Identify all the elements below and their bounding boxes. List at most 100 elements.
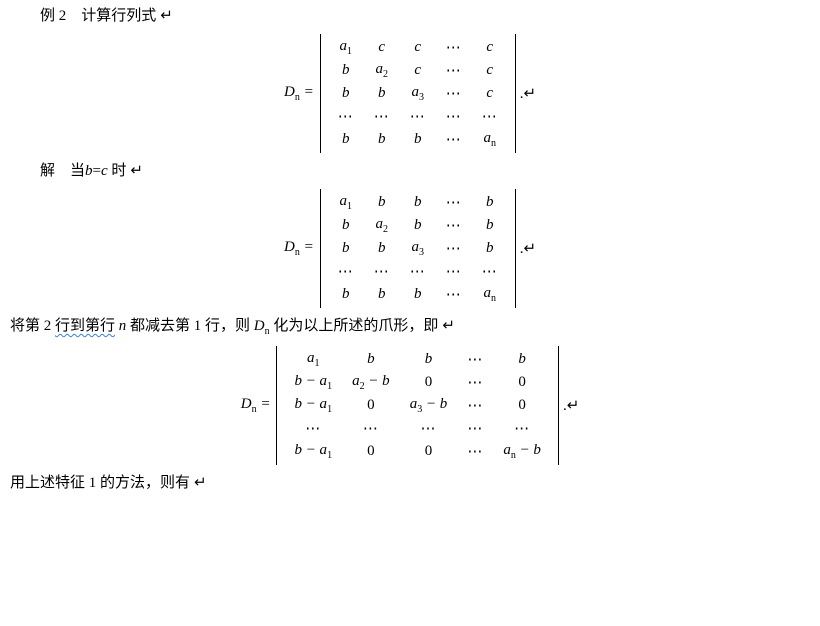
- det-cell: b: [400, 191, 436, 214]
- det-cell: ⋯: [457, 440, 493, 463]
- transform-line: 将第 2 行到第行 n 都减去第 1 行，则 Dn 化为以上所述的爪形，即↵: [10, 314, 780, 340]
- det-cell: ⋯: [284, 417, 342, 440]
- det-cell: ⋯: [436, 283, 472, 306]
- det-cell: b: [472, 214, 508, 237]
- det-cell: c: [400, 59, 436, 82]
- det-cell: ⋯: [436, 59, 472, 82]
- example-title-line: 例 2 计算行列式↵: [40, 4, 780, 28]
- equation-2: Dn = a1bb⋯bba2b⋯bbba3⋯b⋯⋯⋯⋯⋯bbb⋯an .↵: [40, 189, 780, 308]
- eq3-after: .↵: [563, 396, 579, 415]
- det-cell: 0: [493, 394, 551, 417]
- det-cell: b: [342, 348, 400, 371]
- t3d: 都减去第 1 行，则: [126, 318, 254, 334]
- det-cell: b: [400, 348, 458, 371]
- t3b-wavy: 行到第行: [55, 318, 115, 334]
- det-cell: ⋯: [436, 82, 472, 105]
- det-cell: ⋯: [328, 105, 364, 128]
- det-cell: b: [364, 237, 400, 260]
- t3e-D: D: [254, 318, 265, 334]
- var-b: b: [85, 163, 93, 179]
- eq1-arrow: ↵: [523, 86, 536, 102]
- eq3-arrow: ↵: [567, 398, 580, 414]
- det-cell: ⋯: [493, 417, 551, 440]
- det-cell: c: [472, 36, 508, 59]
- eq-equals: =: [300, 84, 314, 100]
- det3-table: a1bb⋯bb − a1a2 − b0⋯0b − a10a3 − b⋯0⋯⋯⋯⋯…: [284, 348, 551, 463]
- determinant-1: a1cc⋯cba2c⋯cbba3⋯c⋯⋯⋯⋯⋯bbb⋯an: [320, 34, 516, 153]
- det-cell: b: [364, 283, 400, 306]
- det-cell: c: [364, 36, 400, 59]
- eq2-equals: =: [300, 239, 314, 255]
- method-line: 用上述特征 1 的方法，则有↵: [10, 471, 780, 495]
- det-cell: a3: [400, 82, 436, 105]
- det-cell: ⋯: [436, 105, 472, 128]
- det-cell: b: [364, 128, 400, 151]
- det-cell: a2: [364, 59, 400, 82]
- det-cell: b − a1: [284, 394, 342, 417]
- det-cell: b: [472, 191, 508, 214]
- det-cell: ⋯: [328, 260, 364, 283]
- det-cell: a1: [284, 348, 342, 371]
- det-cell: a3: [400, 237, 436, 260]
- det-cell: 0: [342, 394, 400, 417]
- det-cell: an: [472, 128, 508, 151]
- det-cell: ⋯: [436, 36, 472, 59]
- eq1-after: .↵: [520, 84, 536, 103]
- det-cell: ⋯: [436, 214, 472, 237]
- equation-1: Dn = a1cc⋯cba2c⋯cbba3⋯c⋯⋯⋯⋯⋯bbb⋯an .↵: [40, 34, 780, 153]
- det-cell: b: [400, 283, 436, 306]
- det-cell: ⋯: [436, 191, 472, 214]
- det-cell: a2: [364, 214, 400, 237]
- equation-3: Dn = a1bb⋯bb − a1a2 − b0⋯0b − a10a3 − b⋯…: [40, 346, 780, 465]
- eq3-D: D: [241, 396, 252, 412]
- para-mark-2: ↵: [130, 163, 143, 179]
- det-cell: an: [472, 283, 508, 306]
- solution-line: 解 当b=c 时↵: [40, 159, 780, 183]
- det-cell: b: [328, 128, 364, 151]
- eq2-arrow: ↵: [523, 241, 536, 257]
- det-cell: b: [400, 128, 436, 151]
- det-cell: ⋯: [342, 417, 400, 440]
- method-text: 用上述特征 1 的方法，则有: [10, 475, 190, 491]
- det-cell: b: [364, 191, 400, 214]
- det-cell: ⋯: [472, 260, 508, 283]
- det-cell: ⋯: [457, 394, 493, 417]
- det-cell: a3 − b: [400, 394, 458, 417]
- determinant-2: a1bb⋯bba2b⋯bbba3⋯b⋯⋯⋯⋯⋯bbb⋯an: [320, 189, 516, 308]
- eq2-lhs: Dn =: [284, 239, 314, 258]
- equals-sign: =: [93, 163, 101, 179]
- para-mark: ↵: [160, 8, 173, 24]
- det-cell: ⋯: [400, 105, 436, 128]
- det-cell: b: [493, 348, 551, 371]
- det2-table: a1bb⋯bba2b⋯bbba3⋯b⋯⋯⋯⋯⋯bbb⋯an: [328, 191, 508, 306]
- eq2-after: .↵: [520, 239, 536, 258]
- var-c: c: [101, 163, 108, 179]
- para-mark-3: ↵: [442, 318, 455, 334]
- det-cell: c: [400, 36, 436, 59]
- det-cell: b − a1: [284, 440, 342, 463]
- eq3-lhs: Dn =: [241, 396, 271, 415]
- eq1-lhs: Dn =: [284, 84, 314, 103]
- det-cell: b: [328, 59, 364, 82]
- eq-D: D: [284, 84, 295, 100]
- det-cell: a2 − b: [342, 371, 400, 394]
- det-cell: ⋯: [472, 105, 508, 128]
- para-mark-4: ↵: [194, 475, 207, 491]
- det-cell: 0: [400, 371, 458, 394]
- eq2-D: D: [284, 239, 295, 255]
- det-cell: ⋯: [436, 260, 472, 283]
- document-page: 例 2 计算行列式↵ Dn = a1cc⋯cba2c⋯cbba3⋯c⋯⋯⋯⋯⋯b…: [0, 4, 820, 495]
- det-cell: ⋯: [364, 260, 400, 283]
- example-label: 例 2 计算行列式: [40, 8, 156, 24]
- det-cell: b: [328, 237, 364, 260]
- det-cell: b: [400, 214, 436, 237]
- det-cell: ⋯: [457, 348, 493, 371]
- det-cell: ⋯: [457, 417, 493, 440]
- det-cell: 0: [493, 371, 551, 394]
- det1-table: a1cc⋯cba2c⋯cbba3⋯c⋯⋯⋯⋯⋯bbb⋯an: [328, 36, 508, 151]
- det-cell: ⋯: [400, 260, 436, 283]
- t3a: 将第 2: [10, 318, 55, 334]
- determinant-3: a1bb⋯bb − a1a2 − b0⋯0b − a10a3 − b⋯0⋯⋯⋯⋯…: [276, 346, 559, 465]
- det-cell: b: [328, 214, 364, 237]
- eq3-equals: =: [257, 396, 271, 412]
